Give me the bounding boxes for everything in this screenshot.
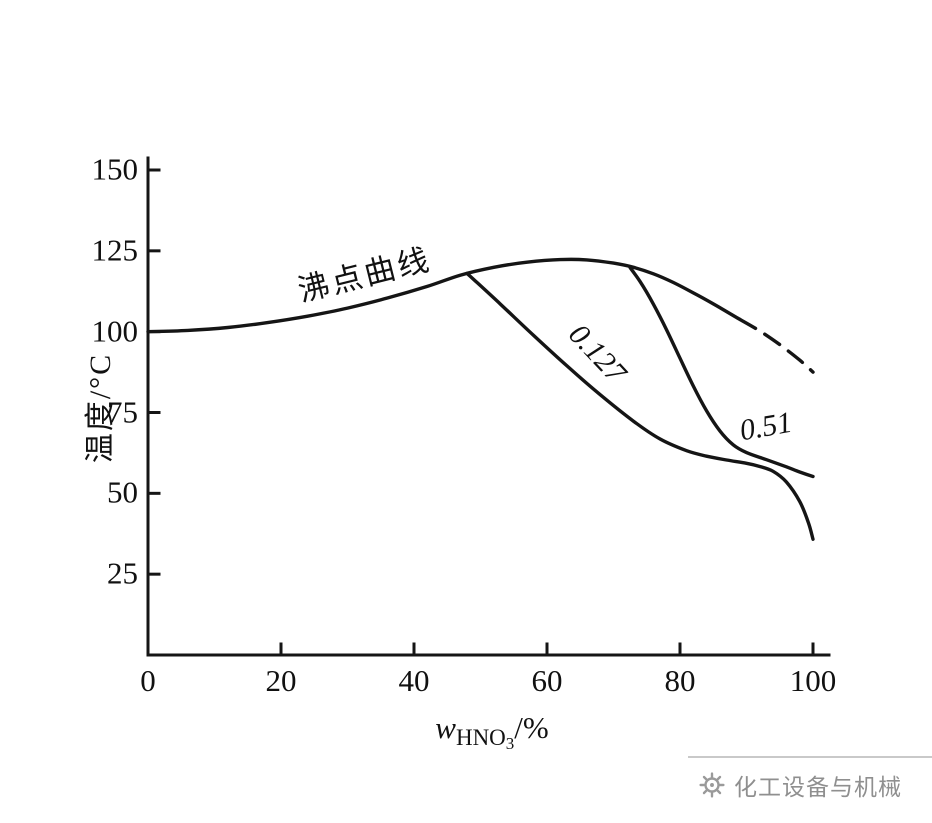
x-tick-label-100: 100 <box>789 663 837 698</box>
y-tick-label-25: 25 <box>107 555 138 591</box>
pressure-curve-0.127 <box>465 271 815 541</box>
x-axis-title: wHNO3/% <box>435 710 548 754</box>
x-tick-label-20: 20 <box>265 663 297 698</box>
y-axis-title: 温度/°C <box>84 352 117 464</box>
x-axis-subscript-number: 3 <box>505 734 515 754</box>
y-tick-label-125: 125 <box>91 232 139 268</box>
x-axis-unit: /% <box>514 710 549 745</box>
y-tick-label-100: 100 <box>91 312 139 348</box>
brand-footer: 化工设备与机械 <box>699 768 902 802</box>
x-axis-subscript: HNO <box>455 725 506 751</box>
brand-name: 化工设备与机械 <box>734 774 902 800</box>
footer-divider <box>688 756 932 758</box>
x-tick-label-0: 0 <box>140 663 156 698</box>
x-tick-label-60: 60 <box>531 663 563 698</box>
boiling-point-curve <box>146 257 742 334</box>
y-tick-label-75: 75 <box>107 393 138 429</box>
y-tick-label-150: 150 <box>91 151 139 187</box>
x-tick-label-40: 40 <box>398 663 430 698</box>
y-tick-label-50: 50 <box>107 474 138 510</box>
x-tick-label-80: 80 <box>664 663 696 698</box>
pressure-curve-0.51 <box>628 265 815 479</box>
brand-logo-gear-icon <box>699 772 725 798</box>
x-axis-variable: w <box>435 710 456 745</box>
boiling-point-curve-dashed <box>738 317 815 374</box>
